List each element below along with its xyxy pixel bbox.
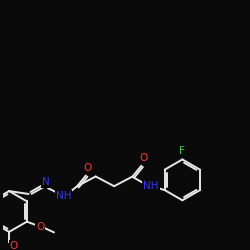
Text: NH: NH: [56, 191, 71, 201]
Text: NH: NH: [143, 181, 159, 191]
Text: F: F: [180, 146, 185, 156]
Text: O: O: [36, 222, 44, 232]
Text: N: N: [42, 177, 50, 187]
Text: O: O: [84, 163, 92, 173]
Text: O: O: [139, 153, 147, 163]
Text: O: O: [10, 240, 18, 250]
